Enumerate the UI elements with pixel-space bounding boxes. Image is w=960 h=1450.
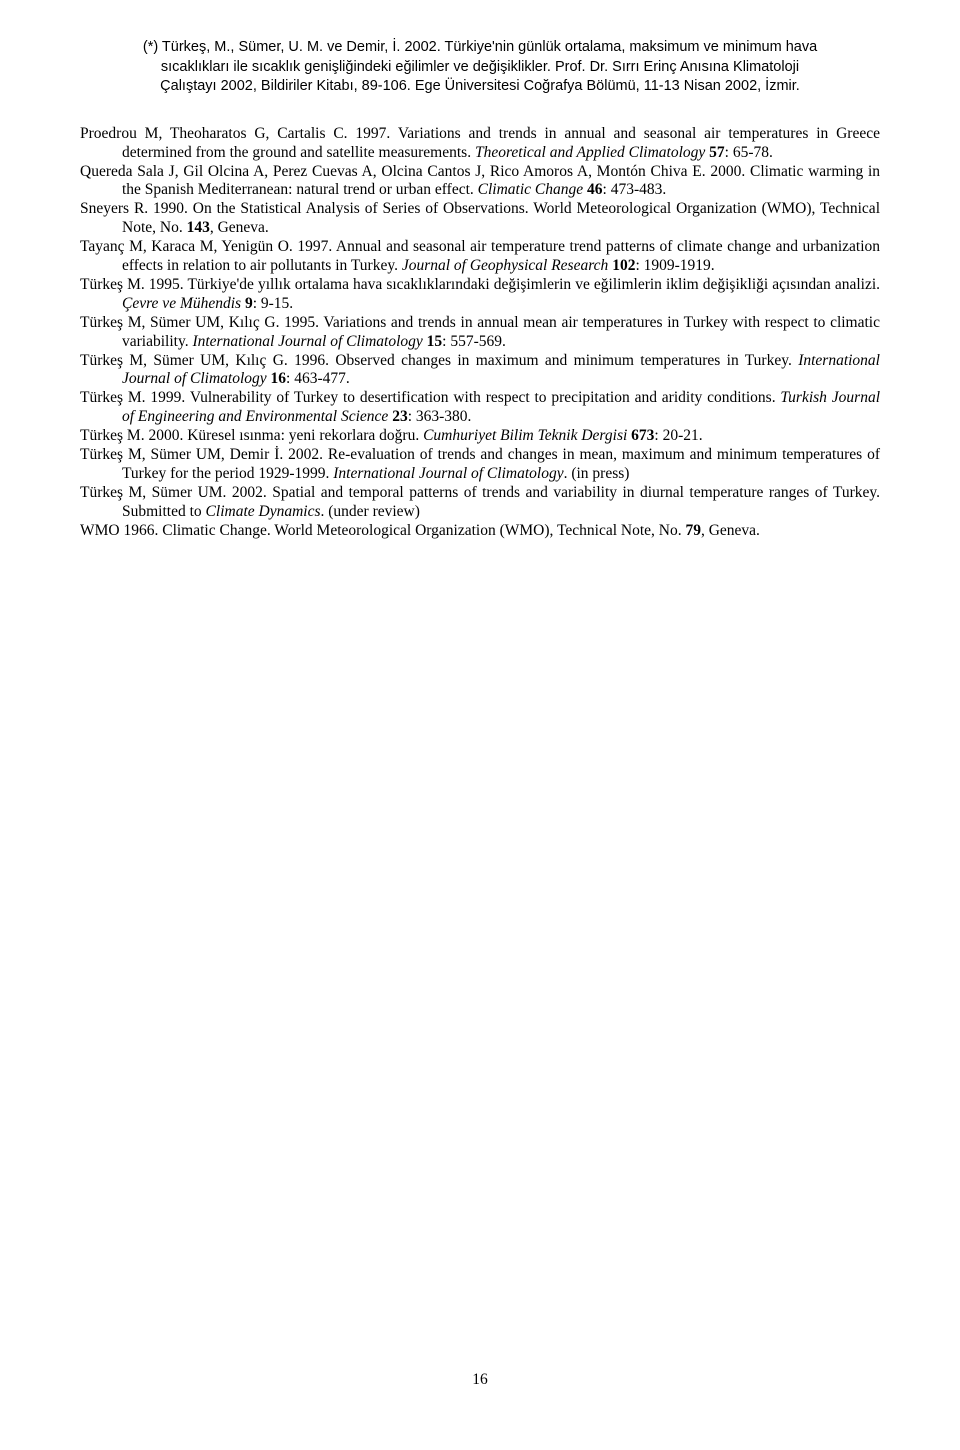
reference-entry: Sneyers R. 1990. On the Statistical Anal… xyxy=(80,200,880,238)
reference-pre-text: Türkeş M. 1999. Vulnerability of Turkey … xyxy=(80,389,780,406)
reference-journal: Climatic Change xyxy=(478,181,583,198)
reference-journal: Çevre ve Mühendis xyxy=(122,295,241,312)
reference-pages: : 9-15. xyxy=(253,295,293,312)
reference-pre-text: Türkeş M. 2000. Küresel ısınma: yeni rek… xyxy=(80,427,423,444)
reference-entry: Türkeş M, Sümer UM, Demir İ. 2002. Re-ev… xyxy=(80,446,880,484)
reference-volume: 9 xyxy=(245,295,253,312)
reference-pre-text: WMO 1966. Climatic Change. World Meteoro… xyxy=(80,522,685,539)
reference-journal: International Journal of Climatology xyxy=(192,333,422,350)
reference-entry: Türkeş M. 1999. Vulnerability of Turkey … xyxy=(80,389,880,427)
reference-entry: Proedrou M, Theoharatos G, Cartalis C. 1… xyxy=(80,125,880,163)
references-list: Proedrou M, Theoharatos G, Cartalis C. 1… xyxy=(80,125,880,541)
reference-volume: 23 xyxy=(392,408,408,425)
reference-journal: International Journal of Climatology xyxy=(333,465,563,482)
header-line-1: (*) Türkeş, M., Sümer, U. M. ve Demir, İ… xyxy=(80,38,880,58)
reference-entry: Türkeş M, Sümer UM, Kılıç G. 1995. Varia… xyxy=(80,314,880,352)
reference-pre-text: Türkeş M, Sümer UM, Kılıç G. 1996. Obser… xyxy=(80,352,798,369)
page-number: 16 xyxy=(0,1371,960,1390)
reference-sep: . (under review) xyxy=(321,503,420,520)
reference-pages: : 65-78. xyxy=(725,144,773,161)
reference-pages: : 463-477. xyxy=(286,370,350,387)
reference-journal: Cumhuriyet Bilim Teknik Dergisi xyxy=(423,427,627,444)
reference-entry: Türkeş M, Sümer UM. 2002. Spatial and te… xyxy=(80,484,880,522)
reference-journal: Climate Dynamics xyxy=(206,503,321,520)
reference-pages: : 363-380. xyxy=(408,408,472,425)
reference-entry: Tayanç M, Karaca M, Yenigün O. 1997. Ann… xyxy=(80,238,880,276)
header-line-3: Çalıştayı 2002, Bildiriler Kitabı, 89-10… xyxy=(80,77,880,97)
reference-volume: 16 xyxy=(271,370,287,387)
reference-pages: : 557-569. xyxy=(442,333,506,350)
reference-journal: Theoretical and Applied Climatology xyxy=(475,144,705,161)
reference-volume: 102 xyxy=(612,257,635,274)
reference-sep: . (in press) xyxy=(564,465,630,482)
reference-volume: 673 xyxy=(631,427,654,444)
reference-pages: , Geneva. xyxy=(210,219,269,236)
reference-entry: Quereda Sala J, Gil Olcina A, Perez Cuev… xyxy=(80,163,880,201)
reference-pages: : 473-483. xyxy=(603,181,667,198)
reference-journal: Journal of Geophysical Research xyxy=(402,257,608,274)
reference-volume: 143 xyxy=(187,219,210,236)
reference-entry: WMO 1966. Climatic Change. World Meteoro… xyxy=(80,522,880,541)
reference-entry: Türkeş M. 1995. Türkiye'de yıllık ortala… xyxy=(80,276,880,314)
reference-pre-text: Türkeş M, Sümer UM. 2002. Spatial and te… xyxy=(80,484,880,520)
header-citation: (*) Türkeş, M., Sümer, U. M. ve Demir, İ… xyxy=(80,38,880,97)
reference-volume: 79 xyxy=(685,522,701,539)
header-line-2: sıcaklıkları ile sıcaklık genişliğindeki… xyxy=(80,58,880,78)
reference-pages: : 1909-1919. xyxy=(635,257,714,274)
reference-entry: Türkeş M, Sümer UM, Kılıç G. 1996. Obser… xyxy=(80,352,880,390)
reference-volume: 46 xyxy=(587,181,603,198)
reference-volume: 15 xyxy=(427,333,443,350)
reference-pages: : 20-21. xyxy=(654,427,702,444)
reference-pre-text: Türkeş M. 1995. Türkiye'de yıllık ortala… xyxy=(80,276,880,293)
reference-volume: 57 xyxy=(709,144,725,161)
reference-entry: Türkeş M. 2000. Küresel ısınma: yeni rek… xyxy=(80,427,880,446)
reference-pages: , Geneva. xyxy=(701,522,760,539)
